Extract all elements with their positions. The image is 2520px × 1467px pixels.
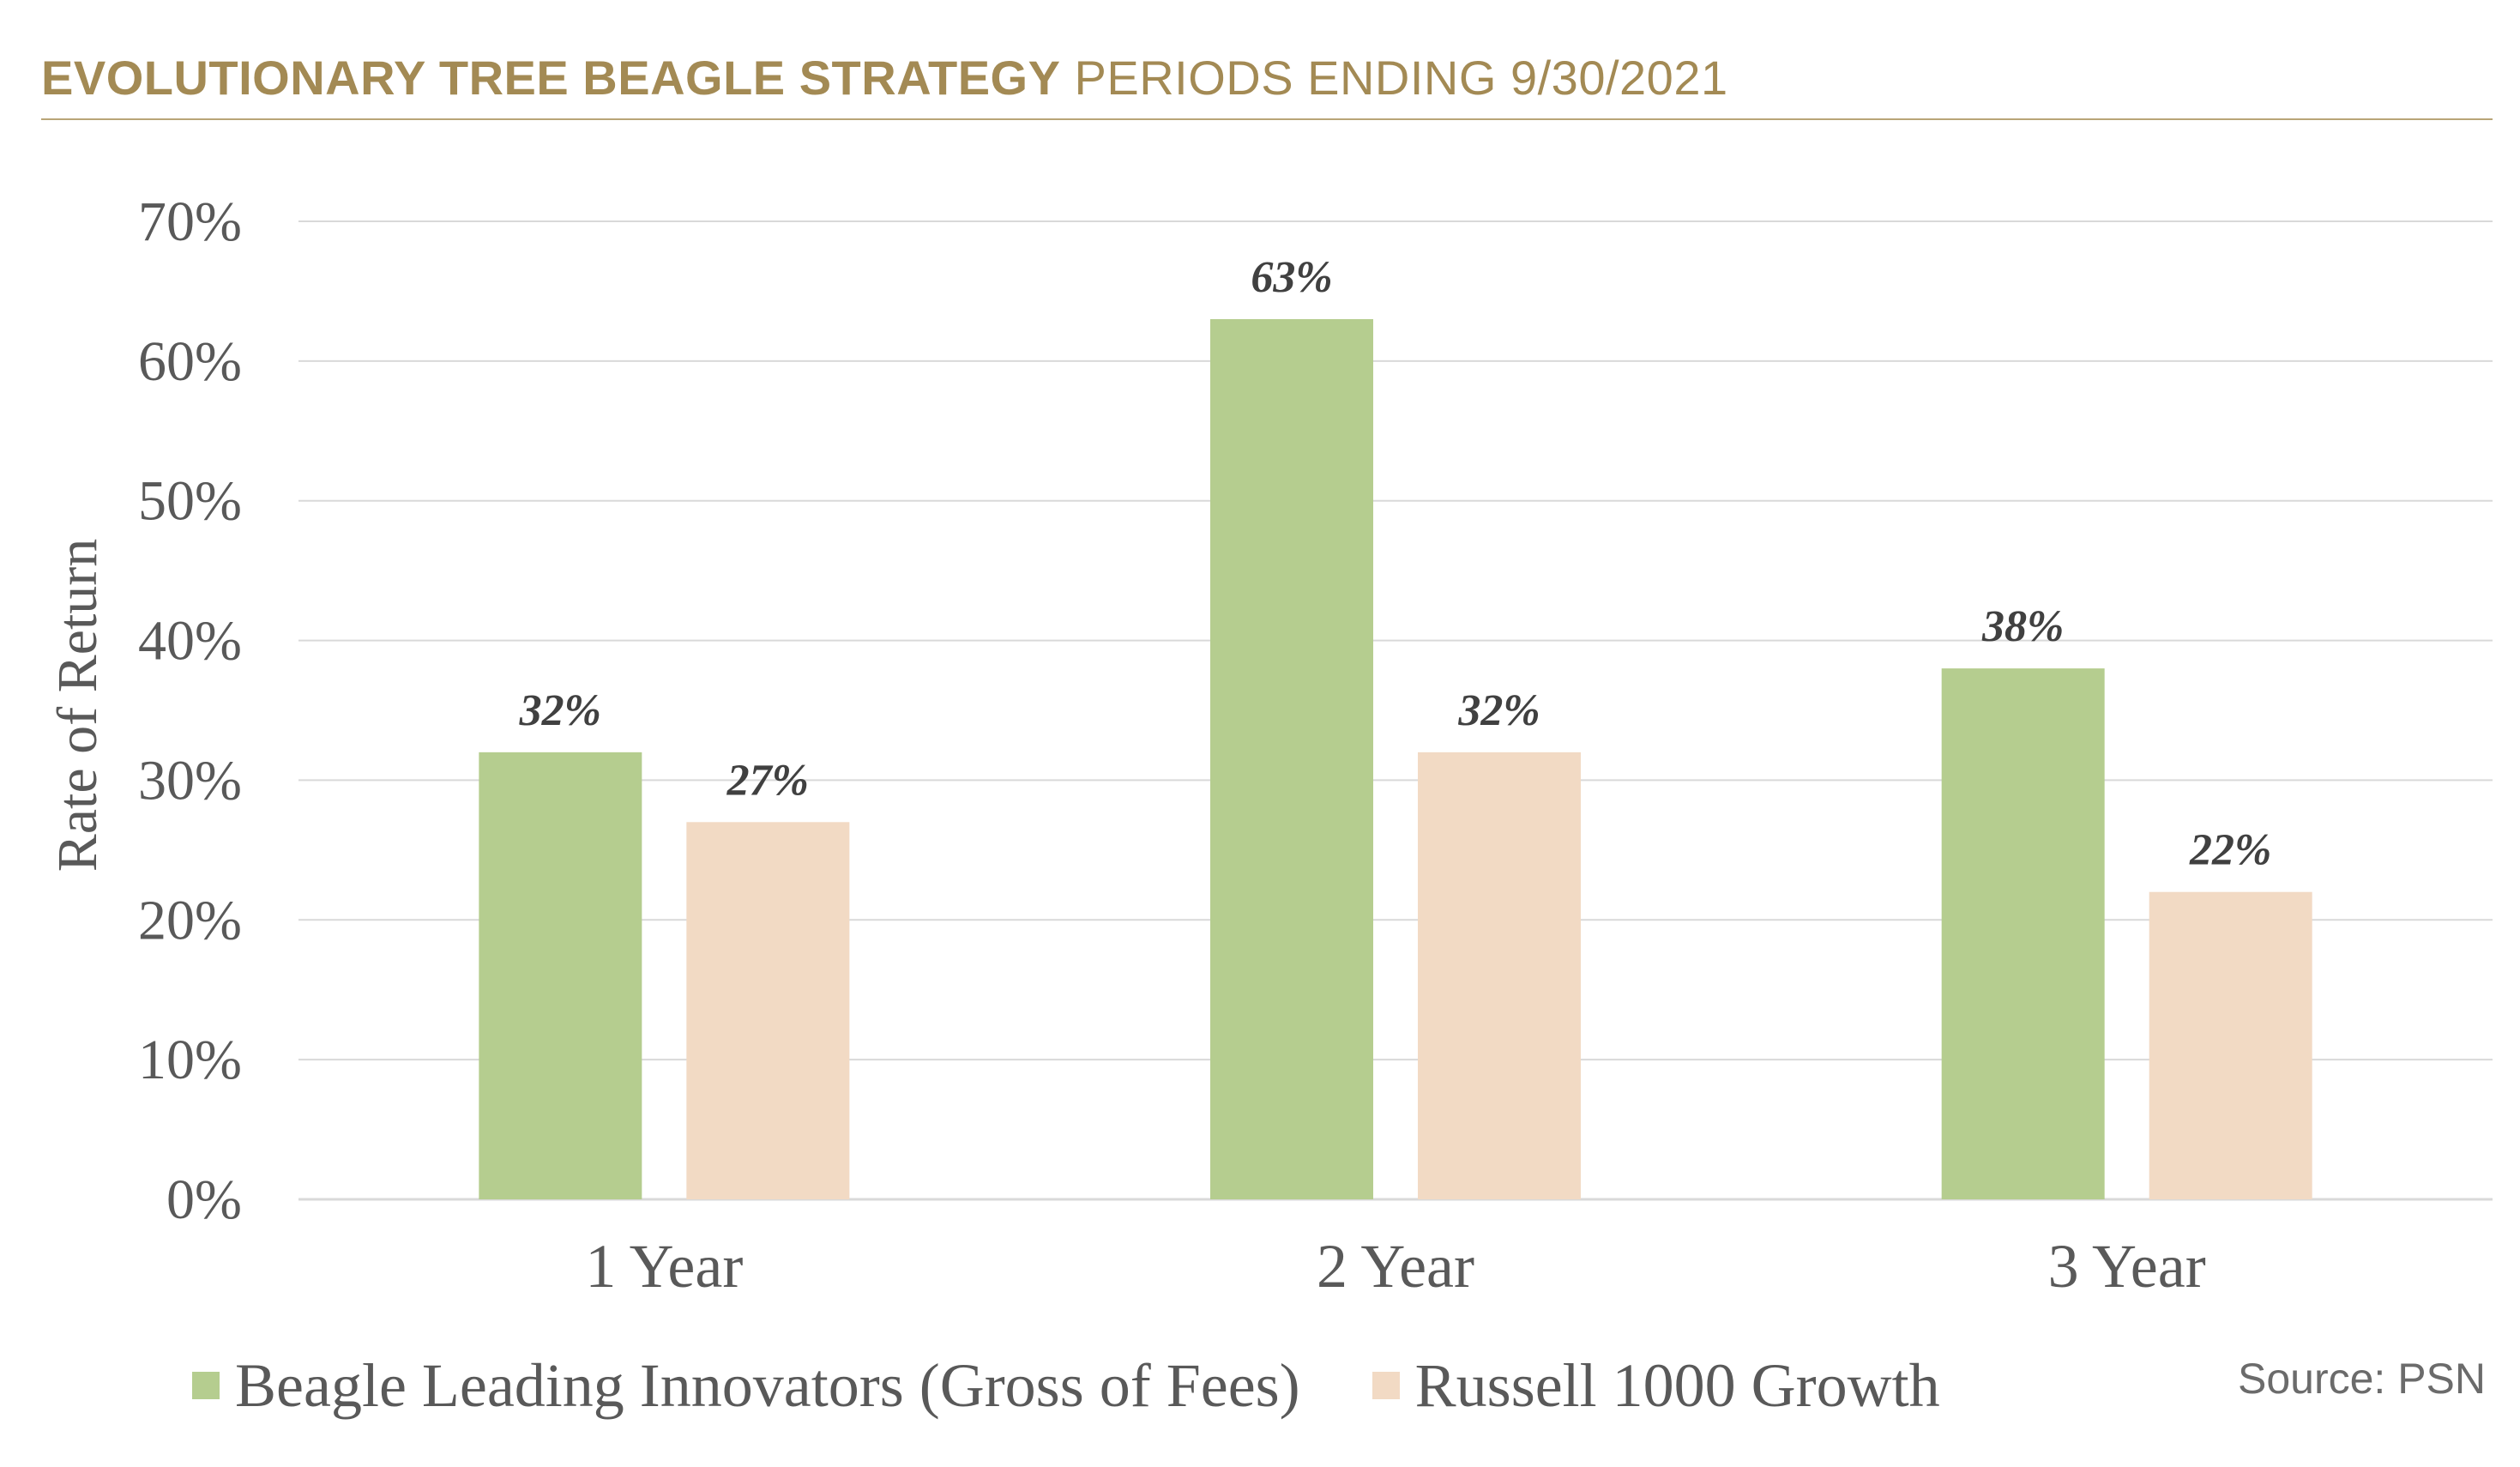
- bar-russell-3yr: [2149, 891, 2312, 1199]
- bar-beagle-2yr: [1210, 319, 1373, 1199]
- y-axis-ticks: 0% 10% 20% 30% 40% 50% 60% 70%: [138, 190, 242, 1231]
- y-axis-title: Rate of Return: [46, 539, 109, 872]
- legend-swatch-beagle: [192, 1372, 220, 1399]
- data-labels: 32% 27% 63% 32% 38% 22%: [519, 253, 2272, 875]
- bar-chart: 0% 10% 20% 30% 40% 50% 60% 70% Rate of Return 3…: [46, 190, 2493, 1301]
- data-label: 22%: [2189, 826, 2271, 875]
- x-category-label: 1 Year: [585, 1232, 743, 1301]
- legend-swatch-russell: [1372, 1372, 1400, 1399]
- data-label: 63%: [1251, 253, 1332, 302]
- y-tick-label: 50%: [138, 470, 242, 533]
- data-label: 32%: [519, 686, 601, 735]
- chart-title-strategy: EVOLUTIONARY TREE BEAGLE STRATEGY: [41, 51, 1061, 105]
- legend-item-russell: Russell 1000 Growth: [1372, 1350, 1940, 1422]
- x-axis-categories: 1 Year 2 Year 3 Year: [585, 1232, 2205, 1301]
- data-label: 27%: [726, 756, 809, 805]
- y-tick-label: 40%: [138, 610, 242, 673]
- chart-title: EVOLUTIONARY TREE BEAGLE STRATEGY PERIOD…: [41, 50, 1728, 106]
- y-tick-label: 20%: [138, 889, 242, 951]
- legend-label-beagle: Beagle Leading Innovators (Gross of Fees…: [235, 1350, 1300, 1420]
- y-tick-label: 30%: [138, 749, 242, 812]
- bar-beagle-1yr: [479, 752, 642, 1199]
- legend: Beagle Leading Innovators (Gross of Fees…: [192, 1343, 2012, 1428]
- legend-label-russell: Russell 1000 Growth: [1414, 1350, 1940, 1420]
- y-tick-label: 60%: [138, 330, 242, 393]
- x-category-label: 3 Year: [2048, 1232, 2206, 1301]
- bar-beagle-3yr: [1941, 668, 2105, 1199]
- gridlines: [298, 220, 2493, 1201]
- legend-item-beagle: Beagle Leading Innovators (Gross of Fees…: [192, 1350, 1300, 1422]
- data-label: 38%: [1981, 602, 2064, 651]
- bar-russell-2yr: [1418, 752, 1581, 1199]
- y-tick-label: 0%: [166, 1168, 242, 1231]
- y-tick-label: 10%: [138, 1029, 242, 1091]
- data-label: 32%: [1457, 686, 1540, 735]
- source-note: Source: PSN: [2237, 1355, 2486, 1403]
- title-divider: [41, 118, 2493, 120]
- y-tick-label: 70%: [138, 190, 242, 253]
- bar-russell-1yr: [686, 822, 850, 1199]
- x-category-label: 2 Year: [1317, 1232, 1474, 1301]
- bars: [479, 319, 2312, 1199]
- chart-title-period: PERIODS ENDING 9/30/2021: [1074, 51, 1728, 105]
